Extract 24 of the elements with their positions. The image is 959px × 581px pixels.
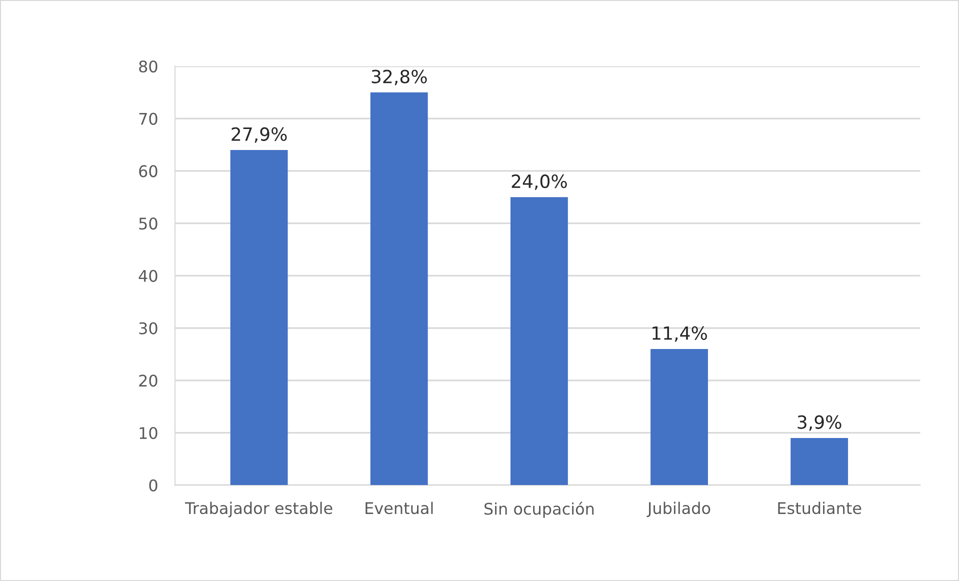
y-tick-label: 0 <box>149 479 158 492</box>
y-tick-label: 20 <box>139 374 158 387</box>
x-tick-label: Sin ocupación <box>484 502 594 518</box>
y-tick-label: 30 <box>139 322 158 334</box>
annotation: 24,0% <box>512 174 567 190</box>
bar <box>230 150 288 486</box>
x-tick-label: Eventual <box>366 502 433 514</box>
y-tick-label: 50 <box>139 218 158 230</box>
y-tick-label: 40 <box>138 270 158 282</box>
bar <box>650 348 708 486</box>
annotation: 3,9% <box>798 415 842 431</box>
annotation: 27,9% <box>232 127 287 143</box>
x-tick-label: Estudiante <box>778 502 862 514</box>
annotation: 11,4% <box>652 326 707 342</box>
bar <box>370 92 428 486</box>
bar <box>790 438 848 486</box>
annotation: 32,8% <box>372 70 427 86</box>
bar <box>510 197 568 486</box>
y-tick-label: 70 <box>139 112 158 125</box>
y-tick-label: 60 <box>139 165 158 178</box>
x-tick-label: Jubilado <box>646 502 710 518</box>
x-tick-label: Trabajador estable <box>184 502 332 518</box>
y-tick-label: 80 <box>139 60 158 73</box>
y-tick-label: 10 <box>140 426 158 440</box>
